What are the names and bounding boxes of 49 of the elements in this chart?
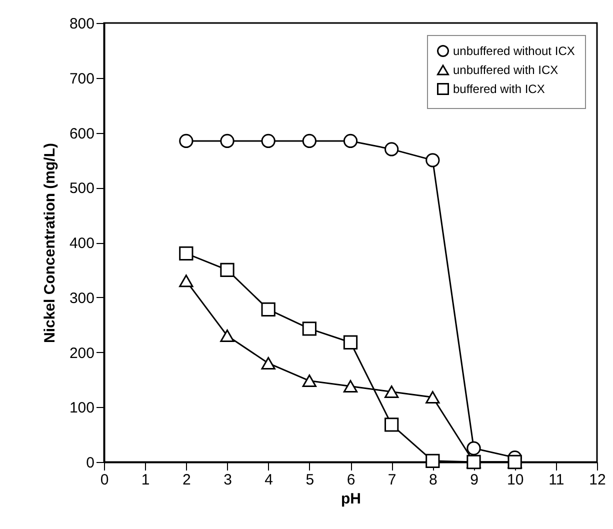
x-tick-label: 7 [388,472,396,488]
x-tick-label: 12 [589,472,606,488]
y-tick-label: 800 [69,16,94,32]
x-tick-label: 1 [141,472,150,488]
x-axis-title: pH [341,490,361,508]
point [426,391,440,404]
y-tick-label: 300 [69,290,94,307]
point [261,357,276,370]
y-axis-title: Nickel Concentration (mg/L) [41,142,58,344]
point [220,330,234,342]
point [220,262,234,278]
point [466,441,481,456]
x-tick-label: 9 [470,472,478,488]
point [426,153,440,168]
point [179,134,194,148]
point [343,380,358,392]
point [302,322,316,336]
y-tick-label: 400 [69,235,94,252]
y-tick-label: 200 [69,344,94,362]
point [179,274,194,288]
point [384,418,399,432]
legend-label: buffered with ICX [453,82,545,96]
point [302,374,316,388]
point [384,386,399,398]
point [220,134,234,148]
x-tick-label: 5 [306,472,314,488]
x-tick-label: 6 [346,472,356,488]
legend-label: unbuffered with ICX [453,63,558,77]
point [302,134,316,148]
point [384,142,399,156]
x-tick-label: 2 [182,472,191,488]
y-tick-label: 600 [69,125,94,142]
y-tick-label: 100 [69,400,94,417]
y-tick-label: 700 [69,70,94,88]
legend-label: unbuffered without ICX [453,44,575,58]
point [343,335,358,350]
y-tick-label: 500 [69,180,94,198]
x-tick-label: 3 [224,472,232,488]
x-tick-label: 4 [264,472,274,488]
y-tick-label: 0 [86,454,94,472]
point [179,246,194,261]
point [426,454,440,468]
point [343,134,358,148]
point [261,134,276,148]
x-tick-label: 11 [548,472,564,488]
x-tick-label: 8 [428,472,438,488]
point [261,302,276,317]
x-tick-label: 0 [100,472,109,488]
x-tick-label: 10 [506,472,524,488]
